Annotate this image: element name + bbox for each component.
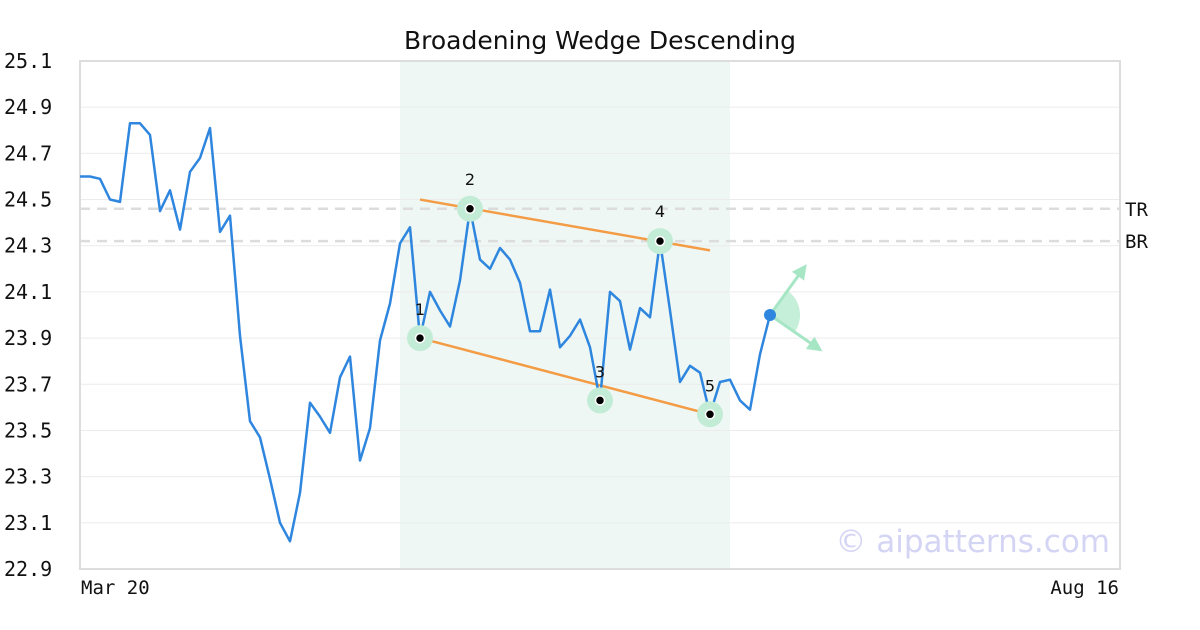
y-tick-label: 23.3 [4,465,52,489]
y-tick-label: 23.5 [4,418,52,442]
pattern-region [400,61,730,569]
y-tick-label: 24.1 [4,280,52,304]
trendline [419,336,711,416]
pivot-point [414,332,426,344]
current-point [764,309,776,321]
level-label: BR [1125,231,1148,253]
pivot-label: 5 [705,376,715,395]
chart-title: Broadening Wedge Descending [404,26,796,55]
projection-wedge [770,290,801,333]
y-tick-label: 25.1 [4,49,52,73]
y-tick-label: 23.9 [4,326,52,350]
x-tick-label: Aug 16 [1050,577,1119,599]
level-label: TR [1125,199,1148,221]
watermark: © aipatterns.com [835,524,1110,560]
x-tick-label: Mar 20 [81,577,150,599]
y-tick-label: 24.9 [4,95,52,119]
plot-frame [79,60,1121,570]
pivot-label: 3 [595,362,605,381]
pivot-point [704,409,716,420]
pivot-point [464,203,476,215]
y-tick-label: 23.1 [4,511,52,535]
price-line [80,122,772,543]
y-tick-label: 24.7 [4,141,52,165]
pivot-point [594,395,606,406]
pivot-label: 2 [465,170,475,189]
y-tick-label: 24.5 [4,188,52,212]
pivot-label: 4 [655,202,665,221]
projection-arrow-down [769,313,823,352]
y-tick-label: 22.9 [4,557,52,581]
pivot-label: 1 [415,300,425,319]
y-tick-label: 24.3 [4,234,52,258]
projection-arrow-up [768,264,807,316]
pivot-point [654,235,666,247]
y-tick-label: 23.7 [4,372,52,396]
